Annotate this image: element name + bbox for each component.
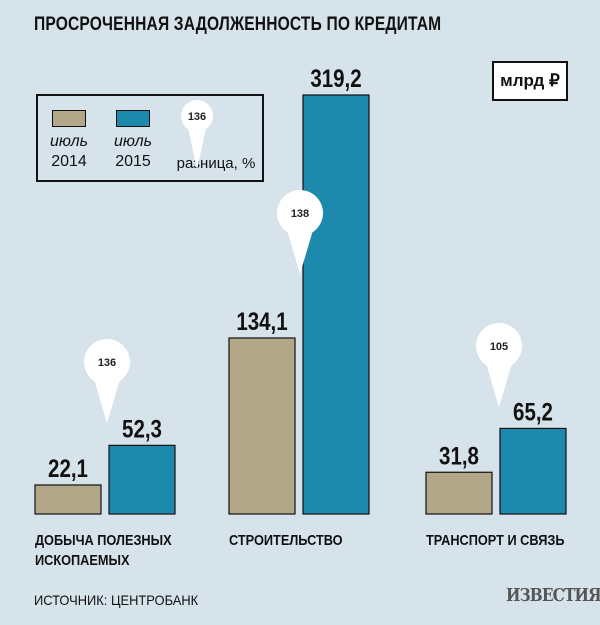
category-label-1-0: СТРОИТЕЛЬСТВО [229, 531, 343, 548]
bar-2014-0 [34, 484, 102, 515]
value-label-2014-0: 22,1 [48, 454, 88, 482]
difference-marker-0-pointer [94, 380, 120, 423]
difference-marker-0-circle [84, 339, 130, 385]
value-label-2014-2: 31,8 [439, 441, 479, 469]
legend-2014-line2: 2014 [51, 153, 87, 170]
category-label-0-0: ДОБЫЧА ПОЛЕЗНЫХ [35, 531, 172, 548]
legend-diff-marker-circle [181, 100, 213, 132]
legend-diff-marker-pointer [188, 128, 206, 170]
legend-swatch-2014 [52, 110, 86, 127]
legend-2014-line1: июль [49, 133, 88, 150]
chart-title: ПРОСРОЧЕННАЯ ЗАДОЛЖЕННОСТЬ ПО КРЕДИТАМ [34, 14, 442, 35]
legend-diff-marker-value: 136 [188, 111, 206, 123]
difference-marker-1-pointer [287, 231, 313, 274]
bar-2015-1 [302, 94, 370, 515]
difference-marker-2-circle [476, 323, 522, 369]
legend: июль 2014 июль 2015 разница, % [36, 94, 264, 182]
value-label-2015-1: 319,2 [310, 64, 361, 92]
value-label-2015-2: 65,2 [513, 397, 553, 425]
bar-2014-1 [228, 337, 296, 515]
source-note: ИСТОЧНИК: ЦЕНТРОБАНК [34, 592, 199, 608]
difference-marker-0-value: 136 [98, 357, 116, 369]
category-label-0-1: ИСКОПАЕМЫХ [35, 551, 130, 568]
legend-2015-line1: июль [113, 133, 152, 150]
publisher-logo: ИЗВЕСТИЯ [506, 585, 600, 606]
value-label-2014-1: 134,1 [236, 307, 288, 335]
legend-label-2015: июль 2015 [108, 132, 158, 172]
unit-label: млрд ₽ [492, 61, 568, 101]
difference-marker-2-pointer [486, 364, 512, 407]
legend-label-2014: июль 2014 [44, 132, 94, 172]
difference-marker-2-value: 105 [490, 341, 508, 353]
value-label-2015-0: 52,3 [122, 414, 162, 442]
category-label-2-0: ТРАНСПОРТ И СВЯЗЬ [426, 531, 565, 548]
legend-swatch-2015 [116, 110, 150, 127]
difference-marker-1-circle [277, 190, 323, 236]
bar-2015-2 [499, 427, 567, 515]
bar-2014-2 [425, 471, 493, 515]
bar-2015-0 [108, 444, 176, 515]
legend-2015-line2: 2015 [115, 153, 151, 170]
difference-marker-1-value: 138 [291, 208, 309, 220]
